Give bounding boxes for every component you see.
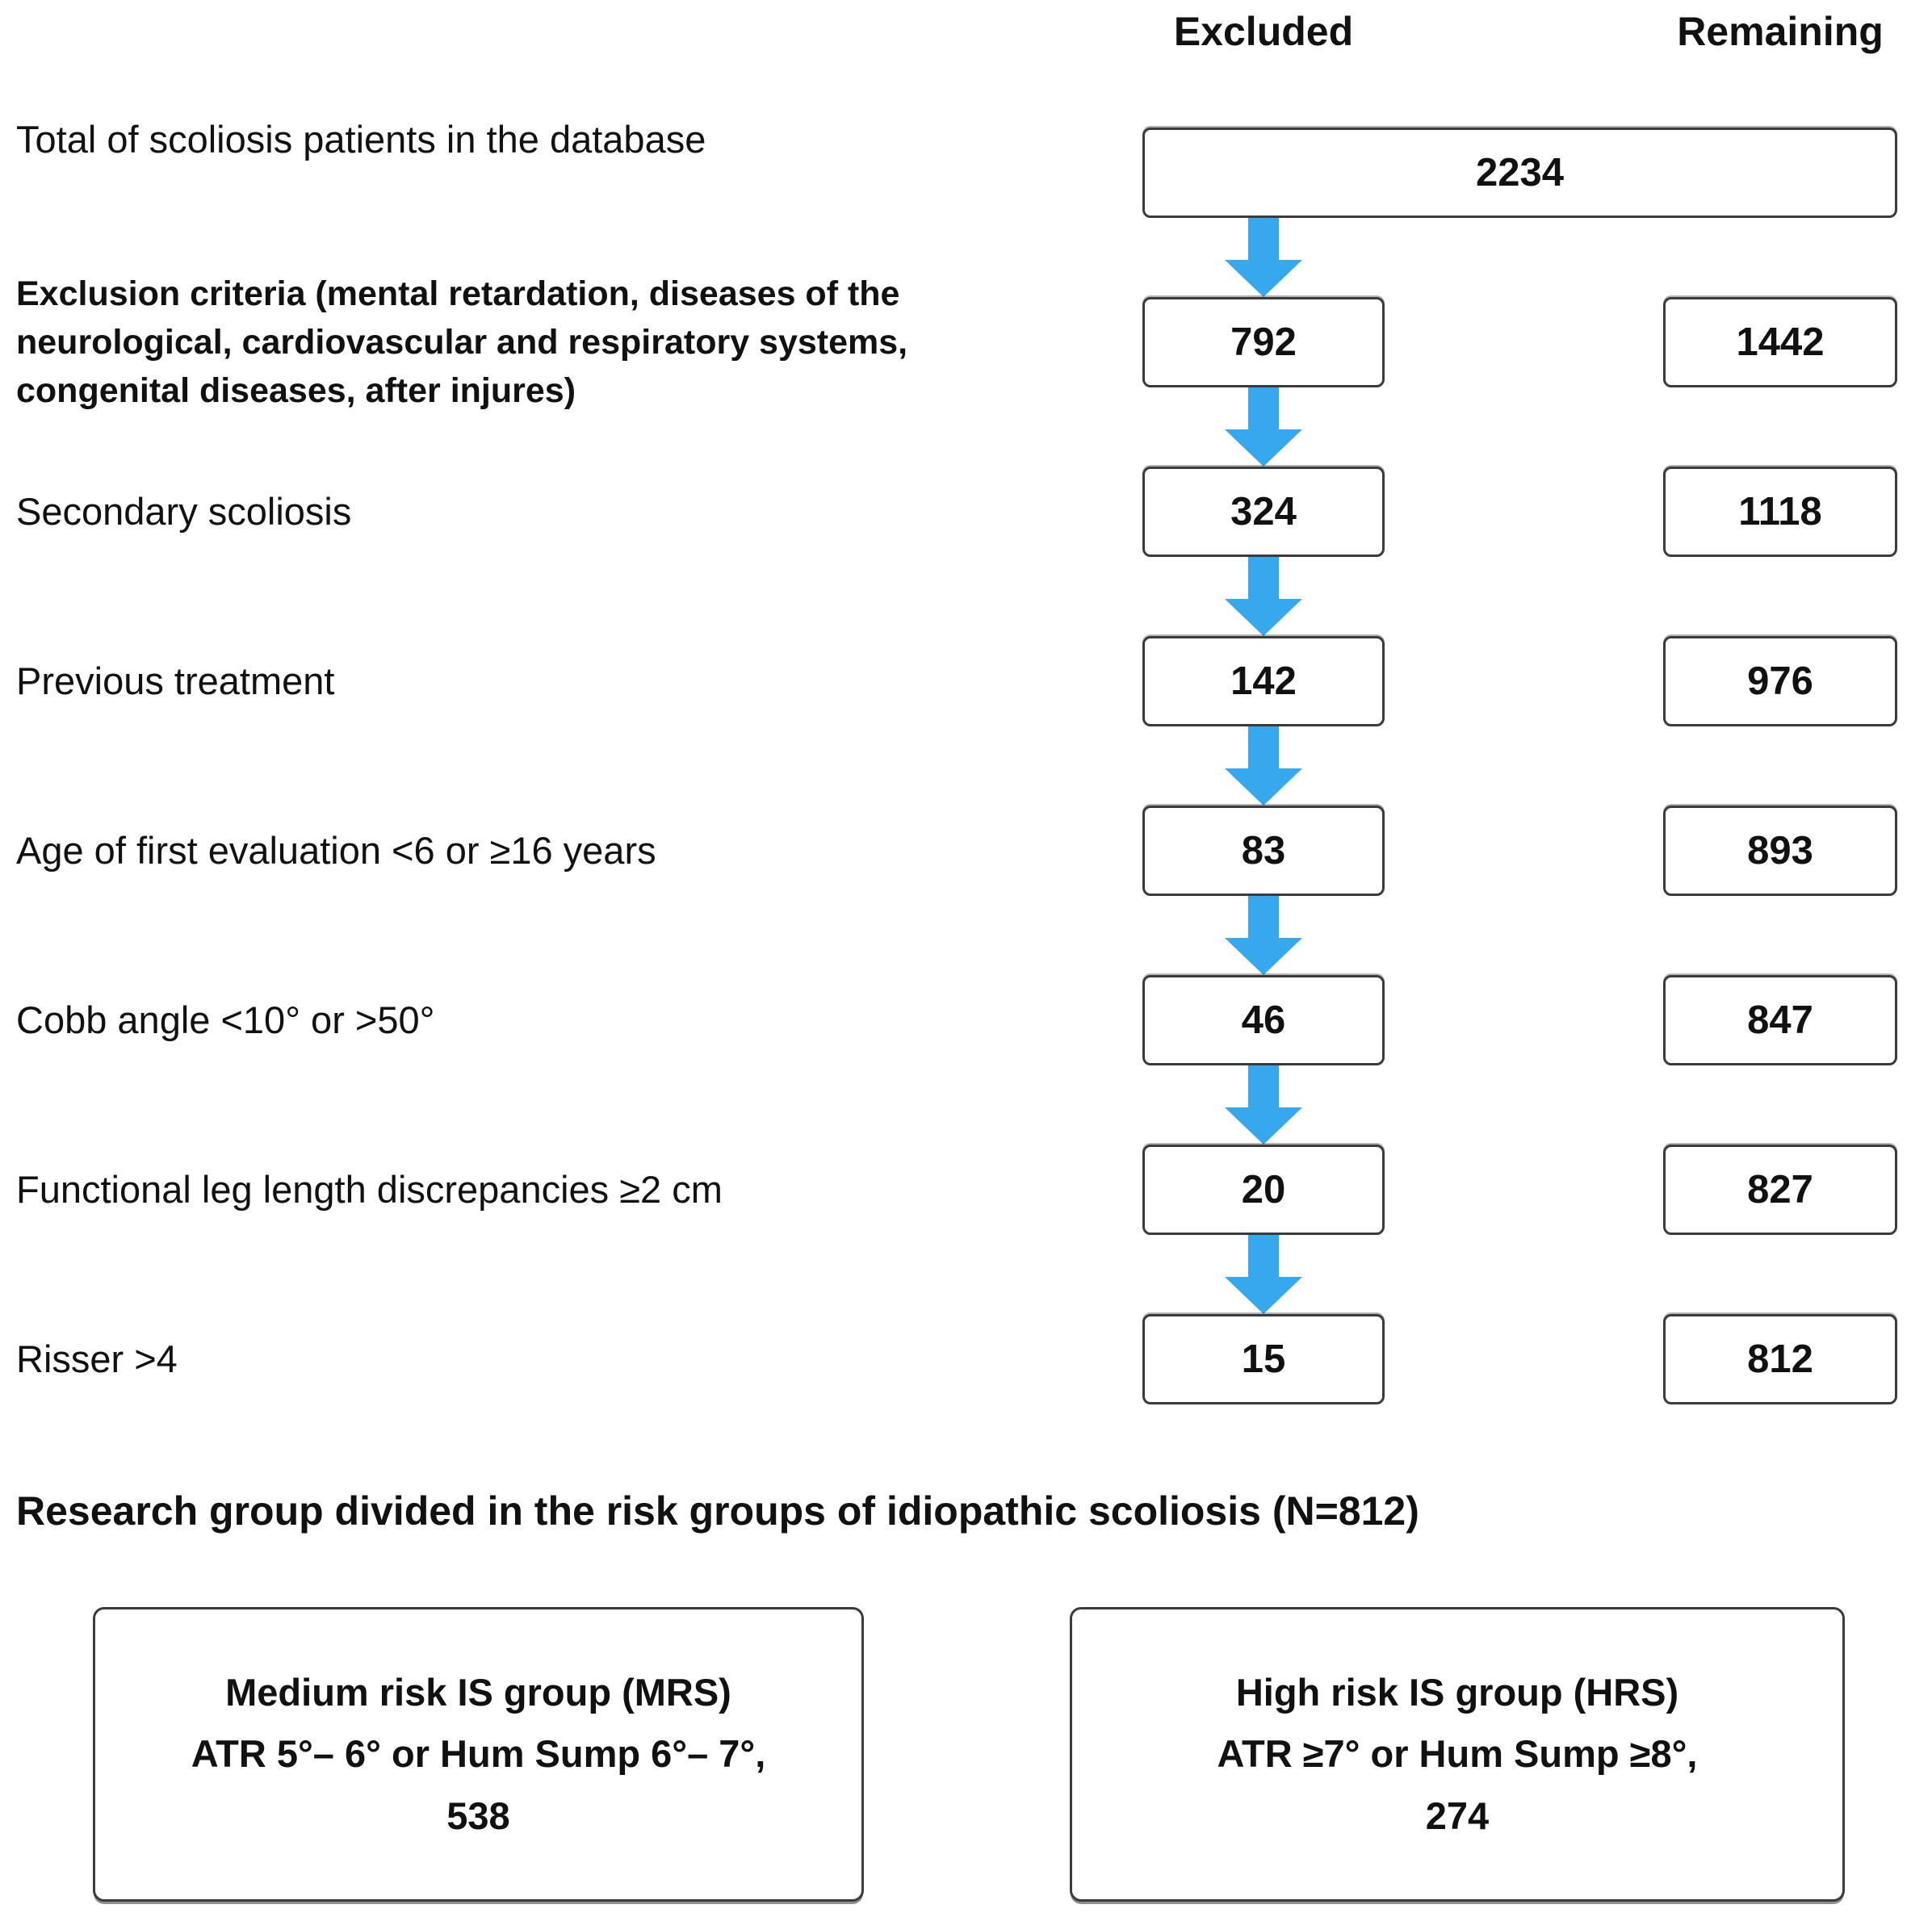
row-label: Age of first evaluation <6 or ≥16 years (16, 828, 656, 872)
excluded-value: 15 (1241, 1337, 1286, 1381)
row-label: Previous treatment (16, 659, 335, 702)
excluded-box: 46 (1142, 975, 1385, 1065)
row-label: Cobb angle <10° or >50° (16, 998, 435, 1041)
remaining-box: 827 (1663, 1145, 1897, 1235)
excluded-box: 15 (1142, 1314, 1385, 1404)
row-age-first-evaluation: Age of first evaluation <6 or ≥16 years … (0, 806, 1932, 896)
excluded-box: 324 (1142, 467, 1385, 557)
remaining-value: 1118 (1738, 490, 1822, 534)
remaining-value: 812 (1747, 1337, 1813, 1381)
remaining-box: 1442 (1663, 297, 1897, 387)
row-exclusion-criteria: Exclusion criteria (mental retardation, … (0, 274, 1932, 410)
arrow-row (0, 1065, 1932, 1145)
excluded-column-header: Excluded (1173, 9, 1354, 54)
excluded-value: 20 (1241, 1168, 1286, 1212)
row-leg-length-discrepancies: Functional leg length discrepancies ≥2 c… (0, 1145, 1932, 1235)
excluded-box: 792 (1142, 297, 1385, 387)
remaining-value: 1442 (1736, 320, 1825, 364)
excluded-value: 324 (1230, 490, 1297, 534)
row-total: Total of scoliosis patients in the datab… (0, 118, 1932, 218)
excluded-value: 46 (1241, 998, 1286, 1042)
down-arrow-icon (1225, 557, 1302, 636)
research-group-title: Research group divided in the risk group… (16, 1488, 1419, 1534)
arrow-row (0, 218, 1932, 297)
excluded-box: 142 (1142, 636, 1385, 726)
down-arrow-icon (1225, 726, 1302, 806)
remaining-value: 893 (1747, 829, 1813, 873)
remaining-box: 893 (1663, 806, 1897, 896)
remaining-column-header: Remaining (1677, 9, 1884, 54)
high-risk-group-box: High risk IS group (HRS) ATR ≥7° or Hum … (1070, 1607, 1845, 1902)
arrow-row (0, 557, 1932, 636)
row-label: Exclusion criteria (mental retardation, … (16, 274, 908, 411)
row-label: Functional leg length discrepancies ≥2 c… (16, 1167, 723, 1211)
remaining-box: 812 (1663, 1314, 1897, 1404)
row-label: Total of scoliosis patients in the datab… (16, 118, 706, 161)
down-arrow-icon (1225, 1065, 1302, 1145)
remaining-box: 1118 (1663, 467, 1897, 557)
remaining-box: 847 (1663, 975, 1897, 1065)
group-name: Medium risk IS group (MRS) (225, 1671, 731, 1714)
excluded-box: 83 (1142, 806, 1385, 896)
row-label: Risser >4 (16, 1337, 178, 1380)
excluded-value: 83 (1241, 829, 1286, 873)
excluded-value: 142 (1230, 659, 1297, 703)
row-label: Secondary scoliosis (16, 489, 352, 533)
row-risser: Risser >4 15 812 (0, 1314, 1932, 1404)
total-box: 2234 (1142, 128, 1897, 218)
remaining-box: 976 (1663, 636, 1897, 726)
row-secondary-scoliosis: Secondary scoliosis 324 1118 (0, 467, 1932, 557)
arrow-row (0, 1235, 1932, 1314)
group-count: 274 (1425, 1794, 1490, 1837)
group-name: High risk IS group (HRS) (1235, 1671, 1679, 1714)
row-cobb-angle: Cobb angle <10° or >50° 46 847 (0, 975, 1932, 1065)
group-criteria: ATR 5°– 6° or Hum Sump 6°– 7°, (191, 1732, 766, 1776)
remaining-value: 847 (1747, 998, 1813, 1042)
group-count: 538 (446, 1794, 510, 1837)
arrow-row (0, 896, 1932, 975)
medium-risk-group-box: Medium risk IS group (MRS) ATR 5°– 6° or… (93, 1607, 864, 1902)
down-arrow-icon (1225, 218, 1302, 297)
excluded-value: 792 (1230, 320, 1297, 364)
remaining-value: 976 (1747, 659, 1813, 703)
down-arrow-icon (1225, 896, 1302, 975)
arrow-row (0, 726, 1932, 806)
down-arrow-icon (1225, 1235, 1302, 1314)
down-arrow-icon (1225, 387, 1302, 467)
risk-groups: Medium risk IS group (MRS) ATR 5°– 6° or… (93, 1607, 1932, 1902)
column-headers: Excluded Remaining (0, 0, 1932, 128)
group-criteria: ATR ≥7° or Hum Sump ≥8°, (1217, 1732, 1698, 1776)
row-previous-treatment: Previous treatment 142 976 (0, 636, 1932, 726)
arrow-row (0, 387, 1932, 467)
total-value: 2234 (1475, 151, 1564, 195)
remaining-value: 827 (1747, 1168, 1813, 1212)
excluded-box: 20 (1142, 1145, 1385, 1235)
